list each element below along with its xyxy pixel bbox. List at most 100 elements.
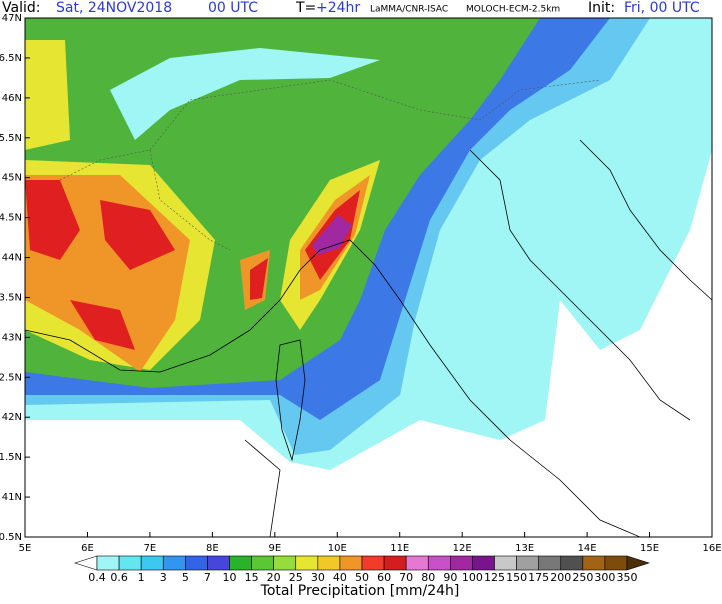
coastline xyxy=(469,149,691,421)
colorbar-swatch xyxy=(560,555,584,571)
colorbar-swatch xyxy=(582,555,606,571)
coastline xyxy=(244,439,281,538)
colorbar-label: 90 xyxy=(443,571,457,584)
lon-label: 15E xyxy=(640,543,659,554)
lat-label: 2.5N xyxy=(0,372,22,383)
colorbar-swatch xyxy=(96,555,120,571)
lat-label: 5.5N xyxy=(0,133,22,144)
lon-label: 8E xyxy=(206,543,219,554)
colorbar-swatch xyxy=(118,555,142,571)
colorbar-label: 70 xyxy=(399,571,413,584)
precip-red xyxy=(25,180,175,350)
lat-label: 44N xyxy=(2,253,22,264)
colorbar-swatch xyxy=(251,555,274,571)
colorbar-label: 125 xyxy=(484,571,505,584)
colorbar-title: Total Precipitation [mm/24h] xyxy=(260,583,460,599)
colorbar-label: 5 xyxy=(182,571,189,584)
init-value: Fri, 00 UTC xyxy=(624,0,700,16)
lon-label: 6E xyxy=(81,543,94,554)
colorbar-swatch xyxy=(339,555,363,571)
colorbar-label: 1 xyxy=(138,571,145,584)
coastlines xyxy=(24,139,713,538)
colorbar-swatch xyxy=(295,555,319,571)
colorbar-label: 350 xyxy=(617,571,638,584)
colorbar-label: 200 xyxy=(550,571,571,584)
precip-gap xyxy=(110,48,380,140)
colorbar-label: 10 xyxy=(223,571,237,584)
coastline xyxy=(275,339,306,462)
lat-label: 0.5N xyxy=(0,532,22,543)
precip-red xyxy=(250,190,360,300)
coastline xyxy=(24,239,641,538)
lon-label: 5E xyxy=(19,543,32,554)
colorbar-swatch xyxy=(427,555,451,571)
colorbar-label: 80 xyxy=(421,571,435,584)
colorbar-label: 150 xyxy=(506,571,527,584)
coastline xyxy=(579,139,713,301)
colorbar-swatch xyxy=(185,555,208,571)
lon-label: 16E xyxy=(702,543,721,554)
colorbar-swatch xyxy=(405,555,429,571)
colorbar-label: 40 xyxy=(333,571,347,584)
init-label: Init: xyxy=(588,0,615,16)
colorbar-swatch xyxy=(140,555,164,571)
colorbar-label: 20 xyxy=(267,571,281,584)
colorbar-label: 3 xyxy=(160,571,167,584)
colorbar-swatch xyxy=(361,555,385,571)
colorbar-swatch xyxy=(516,555,539,571)
lat-label: 42N xyxy=(2,412,22,423)
lon-label: 12E xyxy=(453,543,472,554)
precip-yellow xyxy=(25,40,70,150)
colorbar-swatch xyxy=(317,555,341,571)
precip-purple xyxy=(312,215,352,255)
border xyxy=(149,149,231,251)
colorbar-label: 50 xyxy=(355,571,369,584)
colorbar-swatch xyxy=(450,555,473,571)
colorbar-swatch xyxy=(273,555,297,571)
colorbar-label: 15 xyxy=(245,571,259,584)
colorbar-swatch xyxy=(229,555,252,571)
border xyxy=(59,79,601,181)
step-label: T= xyxy=(295,0,316,16)
colorbar-label: 175 xyxy=(528,571,549,584)
lat-label: 3.5N xyxy=(0,292,22,303)
map: 47N 6.5N 46N 5.5N 45N 4.5N 44N 3.5N 43N 2.5N 42N 1.… xyxy=(0,13,722,554)
colorbar-swatch xyxy=(207,555,230,571)
map-frame xyxy=(24,17,713,538)
valid-label: Valid: xyxy=(2,0,40,16)
lon-label: 11E xyxy=(390,543,409,554)
valid-date: Sat, 24NOV2018 xyxy=(56,0,172,16)
lat-label: 1.5N xyxy=(0,452,22,463)
colorbar: 0.4 0.6 1 3 5 7 10 15 20 25 30 40 50 60 70 80 90 100 125 15… xyxy=(74,555,650,584)
colorbar-swatch xyxy=(472,555,495,571)
model: MOLOCH-ECM-2.5km xyxy=(466,5,560,15)
colorbar-swatch xyxy=(494,555,517,571)
colorbar-label: 250 xyxy=(572,571,593,584)
colorbar-swatch xyxy=(383,555,407,571)
lon-label: 9E xyxy=(268,543,281,554)
colorbar-label: 300 xyxy=(594,571,615,584)
valid-time: 00 UTC xyxy=(208,0,258,16)
lat-axis: 47N 6.5N 46N 5.5N 45N 4.5N 44N 3.5N 43N 2.5N 42N 1.… xyxy=(0,13,30,543)
lat-label: 6.5N xyxy=(0,53,22,64)
borders xyxy=(59,79,601,251)
lon-label: 10E xyxy=(328,543,347,554)
step-value: +24hr xyxy=(316,0,360,16)
lat-label: 46N xyxy=(2,93,22,104)
colorbar-swatch xyxy=(162,555,186,571)
lat-label: 43N xyxy=(2,332,22,343)
colorbar-swatch xyxy=(604,555,628,571)
lat-label: 41N xyxy=(2,492,22,503)
lat-label: 45N xyxy=(2,173,22,184)
lat-label: 4.5N xyxy=(0,213,22,224)
colorbar-over xyxy=(626,555,650,571)
precipitation-field xyxy=(25,18,712,470)
colorbar-label: 25 xyxy=(289,571,303,584)
colorbar-label: 60 xyxy=(377,571,391,584)
lon-label: 14E xyxy=(578,543,597,554)
colorbar-label: 0.4 xyxy=(88,571,106,584)
lon-label: 13E xyxy=(515,543,534,554)
source: LaMMA/CNR-ISAC xyxy=(370,5,448,15)
colorbar-label: 0.6 xyxy=(110,571,128,584)
lon-axis: 5E 6E 7E 8E 9E 10E 11E 12E 13E 14E 15E 16E xyxy=(19,532,722,554)
